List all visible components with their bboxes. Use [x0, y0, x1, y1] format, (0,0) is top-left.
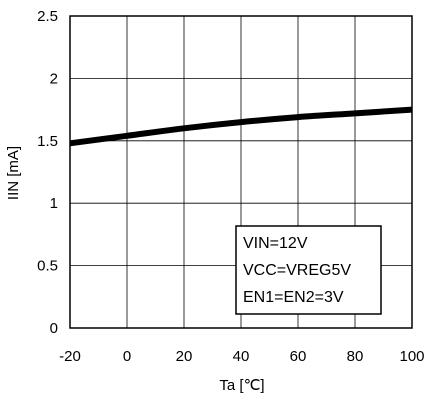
y-axis-ticks: 0 0.5 1 1.5 2 2.5	[37, 8, 58, 337]
x-tick-label: 60	[290, 348, 307, 365]
condition-line-3: EN1=EN2=3V	[243, 289, 344, 306]
x-axis-label: Ta [℃]	[219, 377, 264, 394]
x-tick-label: -20	[59, 348, 81, 365]
y-tick-label: 0.5	[37, 258, 58, 275]
y-tick-label: 0	[50, 320, 58, 337]
x-axis-ticks: -20 0 20 40 60 80 100	[59, 348, 424, 365]
x-tick-label: 40	[233, 348, 250, 365]
series-line	[69, 106, 413, 147]
x-tick-label: 0	[123, 348, 131, 365]
y-tick-label: 2	[50, 70, 58, 87]
condition-line-2: VCC=VREG5V	[243, 262, 351, 279]
series-group	[69, 106, 413, 147]
x-tick-label: 80	[347, 348, 364, 365]
condition-line-1: VIN=12V	[243, 235, 308, 252]
plot-frame	[69, 15, 413, 329]
condition-box-border	[235, 225, 382, 315]
y-tick-label: 1.5	[37, 133, 58, 150]
condition-box: VIN=12V VCC=VREG5V EN1=EN2=3V	[235, 225, 382, 315]
x-tick-label: 100	[399, 348, 424, 365]
y-axis-label: IIN [mA]	[5, 146, 22, 200]
y-tick-label: 1	[50, 195, 58, 212]
x-tick-label: 20	[176, 348, 193, 365]
y-tick-label: 2.5	[37, 8, 58, 25]
